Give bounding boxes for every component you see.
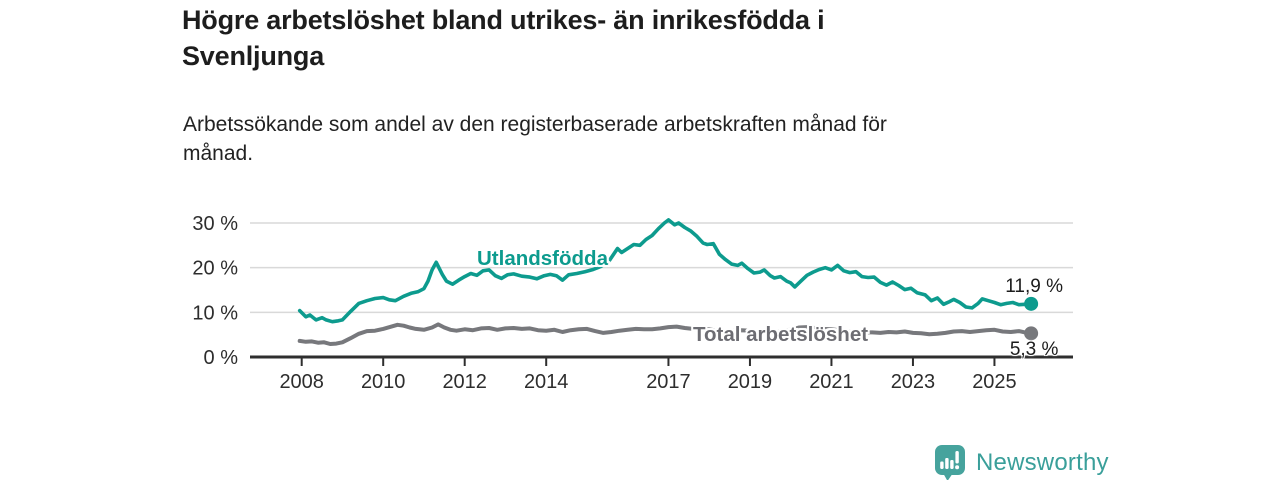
series-label-utlandsfodda: Utlandsfödda [477, 247, 608, 270]
x-tick-label: 2025 [972, 371, 1017, 393]
end-value-label-utlandsfodda: 11,9 % [1005, 275, 1063, 297]
newsworthy-logo-icon [935, 445, 965, 480]
x-tick-label: 2014 [524, 371, 569, 393]
newsworthy-logo-text: Newsworthy [976, 449, 1109, 476]
x-tick-label: 2017 [646, 371, 691, 393]
series-label-total-arbetsloshet: Total arbetslöshet [693, 323, 869, 346]
y-tick-label: 0 % [204, 347, 239, 369]
y-tick-label: 20 % [192, 258, 238, 280]
y-tick-label: 10 % [192, 302, 238, 324]
chart-subtitle-line-1: Arbetssökande som andel av den registerb… [183, 113, 887, 136]
chart-title-line-1: Högre arbetslöshet bland utrikes- än inr… [182, 5, 825, 35]
x-tick-label: 2008 [279, 371, 324, 393]
y-tick-label: 30 % [192, 213, 238, 235]
x-tick-label: 2023 [891, 371, 936, 393]
x-tick-label: 2019 [728, 371, 773, 393]
series-end-dot-0 [1024, 296, 1039, 311]
series-line-0 [297, 218, 1033, 324]
x-tick-label: 2012 [442, 371, 487, 393]
chart-title: Högre arbetslöshet bland utrikes- än inr… [182, 2, 825, 74]
chart-subtitle: Arbetssökande som andel av den registerb… [183, 110, 887, 168]
newsworthy-branding: Newsworthy [934, 444, 1109, 480]
x-tick-label: 2010 [361, 371, 406, 393]
chart-title-line-2: Svenljunga [182, 41, 325, 71]
end-value-label-total: 5,3 % [1009, 339, 1059, 361]
series-end-dot-1 [1024, 326, 1039, 341]
x-tick-label: 2021 [809, 371, 854, 393]
chart-subtitle-line-2: månad. [183, 142, 254, 165]
series-line-1 [297, 322, 1034, 346]
